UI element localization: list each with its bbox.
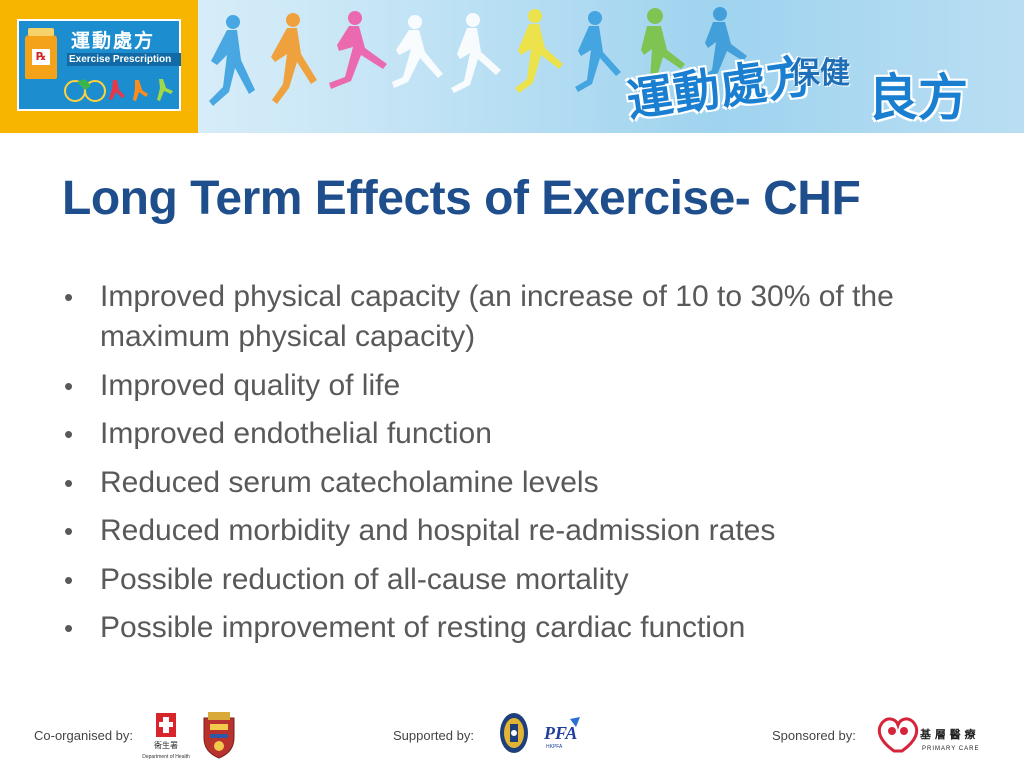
medical-association-crest-logo: [203, 712, 235, 759]
slogan-tail-text: 良方: [868, 69, 968, 127]
slogan-sub-text: 保健: [790, 56, 850, 91]
bullet-dot-icon: •: [64, 516, 74, 546]
header-banner: ℞ 運動處方 Exercise Prescription: [0, 0, 1024, 133]
slide-title: Long Term Effects of Exercise- CHF: [62, 172, 861, 225]
hkpfa-logo: PFA HKPFA: [543, 717, 580, 750]
bullet-item: • Possible reduction of all-cause mortali…: [62, 560, 982, 600]
bullet-dot-icon: •: [64, 467, 74, 498]
co-organised-label: Co-organised by:: [34, 728, 133, 743]
svg-text:HKPFA: HKPFA: [546, 744, 563, 750]
slogan-main-text: 運動處方: [623, 48, 818, 128]
rx-symbol: ℞: [32, 49, 50, 65]
primary-care-logo: 基 層 醫 療 PRIMARY CARE: [877, 717, 979, 753]
bullet-dot-icon: •: [64, 282, 74, 312]
exercise-prescription-logo: ℞ 運動處方 Exercise Prescription: [0, 0, 198, 133]
department-of-health-logo: 衞生署 Department of Health: [142, 713, 190, 760]
svg-text:PRIMARY CARE: PRIMARY CARE: [922, 746, 979, 752]
logo-subtitle: Exercise Prescription: [67, 53, 181, 66]
bullet-dot-icon: •: [64, 564, 74, 595]
bullet-item: • Improved endothelial function: [62, 414, 982, 454]
footer: Co-organised by: 衞生署 Department of Healt…: [0, 705, 1024, 765]
bullet-item: • Improved physical capacity (an increase…: [62, 277, 982, 357]
bullet-item: • Reduced morbidity and hospital re-admis…: [62, 511, 982, 551]
running-figures-illustration: [209, 7, 747, 106]
svg-text:Department of Health: Department of Health: [142, 754, 190, 760]
bullet-item: • Possible improvement of resting cardiac…: [62, 608, 982, 648]
bullet-text: Improved physical capacity (an increase …: [100, 280, 894, 353]
logo-panel: ℞ 運動處方 Exercise Prescription: [17, 19, 181, 111]
medicine-bottle-icon: ℞: [25, 28, 57, 79]
sponsored-by-label: Sponsored by:: [772, 728, 856, 743]
bullet-text: Reduced morbidity and hospital re-admiss…: [100, 514, 776, 547]
bullet-text: Improved quality of life: [100, 368, 401, 402]
bullet-item: • Reduced serum catecholamine levels: [62, 463, 982, 503]
bullet-dot-icon: •: [64, 613, 74, 643]
svg-text:PFA: PFA: [543, 723, 577, 743]
bullet-item: • Improved quality of life: [62, 366, 982, 406]
svg-text:基 層 醫 療: 基 層 醫 療: [919, 727, 976, 741]
bullet-dot-icon: •: [64, 419, 74, 449]
medical-council-seal-logo: [500, 713, 528, 753]
bullet-text: Improved endothelial function: [100, 417, 492, 450]
bullet-text: Possible reduction of all-cause mortalit…: [100, 562, 629, 596]
bullet-text: Possible improvement of resting cardiac …: [100, 611, 746, 644]
logo-title: 運動處方: [71, 30, 156, 52]
exercise-figures-icon: [64, 79, 173, 102]
svg-text:衞生署: 衞生署: [154, 740, 178, 750]
slogan-graphic: 運動處方 保健 良方: [618, 8, 1018, 133]
bullet-list: • Improved physical capacity (an increase…: [62, 277, 982, 657]
bullet-dot-icon: •: [64, 370, 74, 401]
bullet-text: Reduced serum catecholamine levels: [100, 465, 599, 499]
supported-by-label: Supported by:: [393, 728, 474, 743]
